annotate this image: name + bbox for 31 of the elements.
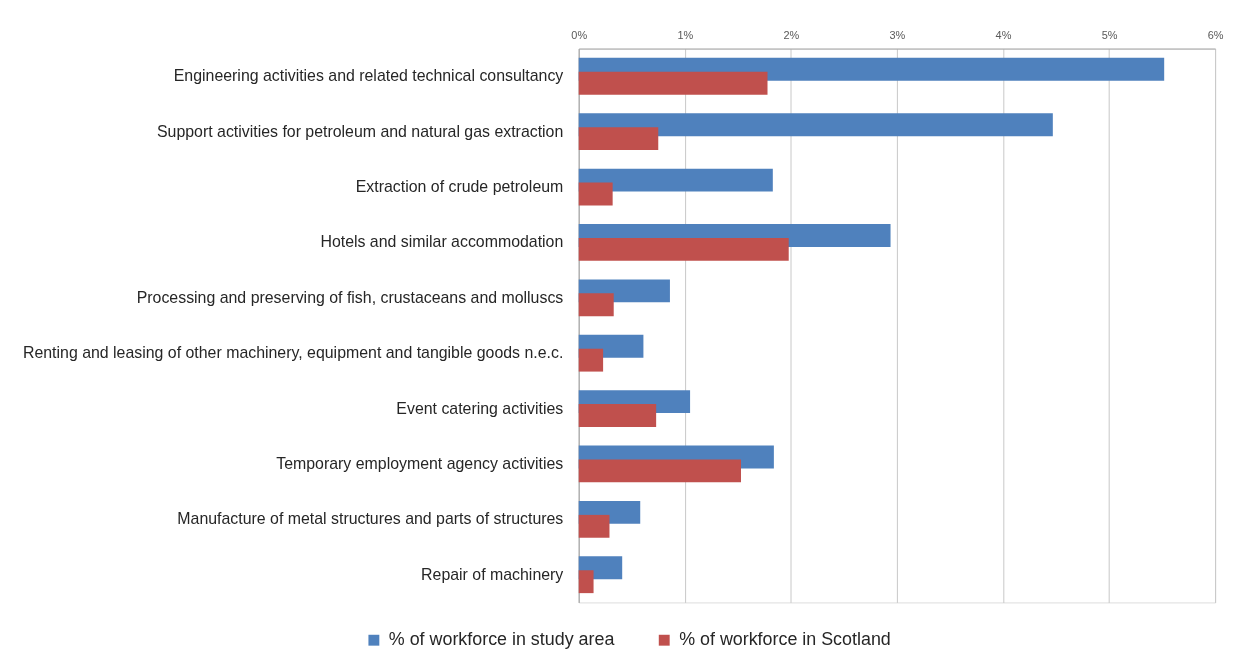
legend-label: % of workforce in study area [388, 629, 615, 650]
y-tick-label: Processing and preserving of fish, crustaceans and molluscs [136, 288, 564, 306]
x-tick-label: 3% [889, 29, 906, 42]
x-tick-label: 0% [571, 29, 588, 42]
x-tick-label: 2% [783, 29, 800, 42]
bar [578, 182, 613, 206]
bar [578, 168, 773, 192]
y-tick-label: Temporary employment agency activities [276, 454, 564, 472]
x-tick-label: 6% [1207, 29, 1224, 42]
bar [578, 293, 614, 317]
x-tick-label: 4% [995, 29, 1012, 42]
y-tick-label: Repair of machinery [421, 565, 564, 583]
bar [578, 459, 741, 483]
bar [578, 570, 594, 594]
y-tick-label: Manufacture of metal structures and parts of structures [177, 510, 564, 528]
bar [578, 237, 789, 261]
x-tick-label: 5% [1101, 29, 1118, 42]
bar [578, 348, 604, 372]
y-tick-label: Event catering activities [396, 399, 564, 417]
y-tick-label: Extraction of crude petroleum [355, 178, 564, 196]
bar [578, 71, 768, 95]
x-tick-label: 1% [677, 29, 694, 42]
y-tick-label: Hotels and similar accommodation [320, 233, 564, 251]
bar [578, 113, 1053, 137]
y-tick-label: Support activities for petroleum and natural gas extraction [156, 122, 564, 140]
y-tick-label: Engineering activities and related technical consultancy [173, 67, 564, 85]
bar [578, 404, 657, 427]
bar [578, 127, 659, 151]
legend-label: % of workforce in Scotland [679, 629, 891, 650]
bar [578, 514, 610, 538]
y-tick-label: Renting and leasing of other machinery, equipment and tangible goods n.e.c. [22, 344, 564, 362]
